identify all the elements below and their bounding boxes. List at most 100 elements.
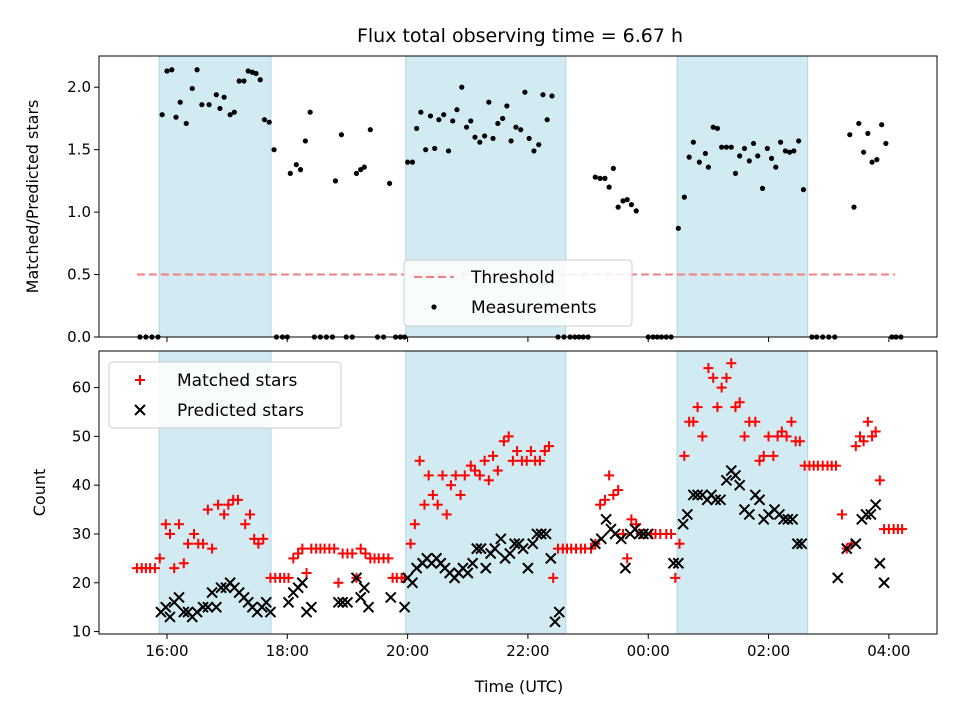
legend-measurements-swatch: [431, 304, 437, 310]
data-point-measurement: [544, 117, 550, 123]
data-point-predicted: [164, 611, 176, 623]
marker-stroke: [720, 474, 733, 487]
data-point-measurement: [620, 198, 626, 204]
x-axis-label: Time (UTC): [474, 677, 563, 696]
data-point-measurement: [183, 120, 189, 127]
data-point-measurement: [358, 167, 364, 173]
marker-stroke: [687, 489, 700, 501]
marker-stroke: [619, 562, 632, 574]
data-point-predicted: [398, 601, 411, 613]
data-point-predicted: [743, 508, 756, 521]
marker-stroke: [878, 577, 890, 589]
data-point-measurement: [847, 132, 853, 138]
data-point-measurement: [851, 204, 857, 210]
data-point-predicted: [729, 469, 742, 482]
data-point-predicted: [215, 581, 227, 594]
data-point-matched: [474, 470, 485, 481]
data-point-matched: [455, 489, 466, 500]
data-point-matched: [360, 548, 371, 559]
data-point-predicted: [595, 533, 608, 545]
data-point-measurement: [353, 170, 360, 176]
marker-stroke: [462, 567, 474, 579]
data-point-measurement: [681, 194, 687, 200]
data-point-matched: [786, 416, 797, 427]
data-point-predicted: [642, 528, 654, 540]
marker-stroke: [480, 562, 492, 574]
data-point-measurement: [768, 155, 775, 162]
data-point-measurement: [414, 125, 420, 132]
data-point-matched: [488, 450, 499, 461]
data-point-matched: [178, 558, 189, 569]
data-point-matched: [149, 563, 160, 574]
data-point-measurement: [173, 114, 179, 120]
marker-stroke: [173, 591, 185, 604]
legend: Matched stars Predicted stars: [108, 361, 342, 429]
data-point-measurement: [540, 92, 546, 98]
data-point-matched: [622, 553, 633, 564]
marker-stroke: [178, 606, 190, 618]
data-point-matched: [223, 499, 234, 510]
x-tick-label: 02:00: [747, 642, 790, 660]
data-point-matched: [409, 519, 420, 530]
data-point-matched: [763, 431, 774, 442]
marker-stroke: [553, 606, 565, 618]
data-point-predicted: [504, 547, 516, 560]
data-point-measurement: [459, 84, 465, 90]
data-point-predicted: [553, 606, 565, 618]
data-point-matched: [874, 475, 885, 486]
data-point-matched: [459, 470, 470, 481]
marker-stroke: [595, 533, 608, 545]
marker-stroke: [354, 591, 367, 604]
data-point-predicted: [720, 474, 733, 487]
data-point-measurement: [690, 139, 696, 145]
data-point-matched: [712, 402, 723, 413]
marker-stroke: [385, 591, 397, 604]
data-point-matched: [688, 416, 699, 427]
data-point-matched: [213, 499, 224, 510]
data-point-matched: [525, 446, 536, 457]
data-point-measurement: [468, 118, 474, 124]
data-point-matched: [419, 499, 430, 510]
data-point-matched: [329, 543, 340, 554]
marker-stroke: [504, 547, 516, 560]
data-point-predicted: [385, 591, 397, 604]
legend-measurements-label: Measurements: [471, 298, 597, 318]
data-point-matched: [776, 426, 787, 437]
data-point-predicted: [782, 513, 794, 526]
data-point-predicted: [358, 581, 371, 594]
data-point-measurement: [386, 180, 393, 186]
x-tick-label: 00:00: [627, 642, 670, 660]
data-point-measurement: [227, 112, 233, 118]
marker-stroke: [733, 479, 746, 491]
marker-stroke: [535, 528, 547, 540]
data-point-measurement: [861, 149, 867, 155]
data-point-measurement: [504, 103, 510, 109]
data-point-matched: [758, 450, 769, 461]
data-point-predicted: [832, 572, 844, 584]
data-point-predicted: [874, 557, 886, 569]
data-point-matched: [697, 431, 708, 442]
marker-stroke: [545, 552, 557, 565]
data-point-predicted: [860, 508, 872, 521]
x-tick-label: 20:00: [386, 642, 429, 660]
data-point-measurement: [432, 145, 438, 152]
data-point-predicted: [466, 557, 479, 569]
data-point-matched: [739, 431, 750, 442]
data-point-measurement: [856, 120, 862, 127]
data-point-predicted: [535, 528, 547, 540]
data-point-measurement: [287, 170, 293, 176]
data-point-measurement: [159, 112, 165, 118]
marker-stroke: [350, 572, 363, 584]
marker-stroke: [709, 494, 722, 506]
marker-stroke: [341, 596, 354, 608]
data-point-predicted: [687, 489, 700, 501]
data-point-predicted: [841, 542, 853, 555]
data-point-matched: [830, 460, 841, 471]
marker-stroke: [841, 542, 853, 555]
data-point-measurement: [508, 138, 514, 144]
data-point-predicted: [282, 596, 295, 608]
data-point-measurement: [874, 157, 880, 163]
data-point-matched: [445, 480, 456, 491]
axes-frame: [98, 55, 938, 338]
data-point-matched: [507, 455, 518, 466]
